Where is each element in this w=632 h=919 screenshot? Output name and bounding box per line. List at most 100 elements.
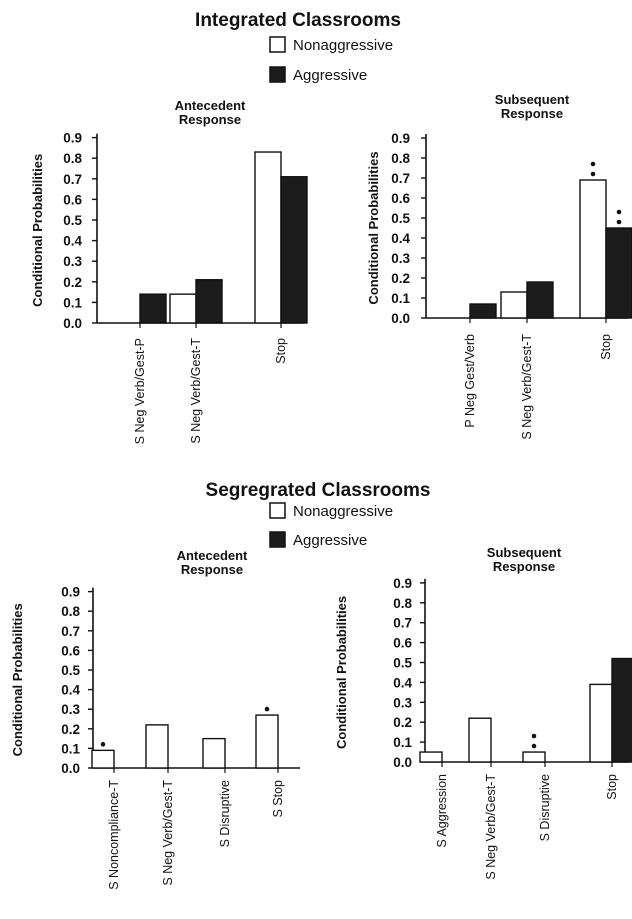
chart-1-y-tick-label: 0.2	[391, 271, 410, 286]
chart-3-category-label: S Aggression	[435, 774, 449, 848]
chart-2-y-axis-label: Conditional Probabilities	[10, 603, 25, 756]
chart-1-title-line-1: Response	[501, 106, 563, 121]
chart-1-y-tick-label: 0.9	[391, 131, 410, 146]
chart-1-title-line-0: Subsequent	[495, 92, 570, 107]
chart-2-bar-nonaggressive	[202, 737, 226, 769]
chart-1-bar-nonaggressive	[500, 291, 528, 319]
chart-2-y-tick-label: 0.9	[61, 585, 80, 600]
section-title-integrated: Integrated Classrooms	[195, 10, 401, 31]
legend-label-aggressive: Aggressive	[293, 67, 367, 84]
chart-0-y-tick-label: 0.1	[63, 295, 82, 310]
chart-0-category-label: S Neg Verb/Gest-P	[133, 338, 147, 444]
chart-3-bar-nonaggressive	[468, 717, 492, 763]
chart-0-y-axis-label: Conditional Probabilities	[30, 154, 45, 307]
chart-1-category-label: S Neg Verb/Gest-T	[520, 334, 534, 440]
chart-3-bar-nonaggressive	[522, 751, 546, 763]
chart-0-category-label: Stop	[274, 338, 288, 364]
chart-1-y-tick-label: 0.4	[391, 231, 410, 246]
chart-3-significance-marker	[531, 743, 537, 749]
chart-1-y-tick-label: 0.7	[391, 171, 410, 186]
chart-2-title-line-0: Antecedent	[177, 548, 248, 563]
chart-3-bar-aggressive	[611, 657, 632, 763]
chart-2-bar-nonaggressive	[91, 749, 115, 769]
chart-3-y-tick-label: 0.6	[393, 636, 412, 651]
chart-1-significance-marker	[616, 219, 622, 225]
chart-3-y-tick-label: 0.5	[393, 656, 412, 671]
chart-3-title-line-0: Subsequent	[487, 545, 562, 560]
chart-2-category-label: S Noncompliance-T	[107, 780, 121, 890]
chart-2-y-tick-label: 0.3	[61, 702, 80, 717]
chart-2-category-label: S Stop	[271, 780, 285, 818]
chart-2-category-label: S Neg Verb/Gest-T	[161, 780, 175, 886]
chart-0-category-label: S Neg Verb/Gest-T	[189, 338, 203, 444]
chart-1-significance-marker	[590, 161, 596, 167]
chart-3-y-tick-label: 0.9	[393, 576, 412, 591]
legend-swatch-nonaggressive-2	[269, 502, 286, 519]
chart-1-bar-nonaggressive	[579, 179, 607, 319]
chart-0-y-tick-label: 0.3	[63, 254, 82, 269]
chart-3-y-tick-label: 0.1	[393, 735, 412, 750]
chart-2-significance-marker	[100, 742, 106, 747]
chart-2-y-tick-label: 0.4	[61, 683, 80, 698]
chart-0-y-tick-label: 0.2	[63, 275, 82, 290]
chart-0-bar-aggressive	[139, 293, 167, 324]
chart-3-y-tick-label: 0.3	[393, 695, 412, 710]
legend-label-nonaggressive: Nonaggressive	[293, 37, 393, 54]
chart-0-bar-aggressive	[280, 176, 308, 324]
chart-2-y-tick-label: 0.2	[61, 722, 80, 737]
chart-2-y-tick-label: 0.5	[61, 663, 80, 678]
chart-3-y-axis-label: Conditional Probabilities	[334, 596, 349, 749]
chart-3-y-tick-label: 0.8	[393, 596, 412, 611]
chart-3-title-line-1: Response	[493, 559, 555, 574]
section-title-segregated: Segregrated Classrooms	[206, 480, 431, 501]
chart-0-y-tick-label: 0.6	[63, 192, 82, 207]
legend-label-aggressive-2: Aggressive	[293, 532, 367, 549]
chart-1-significance-marker	[616, 209, 622, 215]
chart-0-y-tick-label: 0.8	[63, 151, 82, 166]
chart-0-y-tick-label: 0.5	[63, 213, 82, 228]
chart-2-title-line-1: Response	[181, 562, 243, 577]
chart-1-bar-aggressive	[605, 227, 632, 319]
chart-0-bar-nonaggressive	[169, 293, 197, 324]
chart-3-significance-marker	[531, 733, 537, 739]
chart-0-bar-nonaggressive	[254, 151, 282, 324]
chart-0-title-line-1: Response	[179, 112, 241, 127]
chart-1-y-axis-label: Conditional Probabilities	[366, 151, 381, 304]
chart-0-y-tick-label: 0.9	[63, 131, 82, 146]
chart-3-y-tick-label: 0.2	[393, 715, 412, 730]
chart-3-bar-nonaggressive	[589, 683, 613, 763]
chart-2-significance-marker	[264, 706, 270, 712]
legend-label-nonaggressive-2: Nonaggressive	[293, 503, 393, 520]
chart-1-y-tick-label: 0.0	[391, 311, 410, 326]
chart-1-y-tick-label: 0.3	[391, 251, 410, 266]
chart-2-y-tick-label: 0.1	[61, 741, 80, 756]
chart-0-bar-aggressive	[195, 279, 223, 324]
chart-0-y-tick-label: 0.7	[63, 172, 82, 187]
chart-3-y-tick-label: 0.0	[393, 755, 412, 770]
chart-3-y-tick-label: 0.4	[393, 675, 412, 690]
chart-3-y-tick-label: 0.7	[393, 616, 412, 631]
chart-1-category-label: Stop	[599, 334, 613, 360]
chart-1-y-tick-label: 0.5	[391, 211, 410, 226]
legend-swatch-nonaggressive	[269, 36, 286, 53]
chart-2-y-tick-label: 0.7	[61, 624, 80, 639]
chart-1-bar-aggressive	[469, 303, 497, 319]
chart-1-category-label: P Neg Gest/Verb	[463, 334, 477, 428]
chart-2-category-label: S Disruptive	[218, 780, 232, 847]
chart-1-y-tick-label: 0.1	[391, 291, 410, 306]
chart-2-bar-nonaggressive	[145, 724, 169, 769]
chart-0-y-tick-label: 0.0	[63, 316, 82, 331]
chart-3-category-label: S Neg Verb/Gest-T	[484, 774, 498, 880]
chart-0-title-line-0: Antecedent	[175, 98, 246, 113]
legend-swatch-aggressive-2	[269, 531, 286, 548]
chart-2-y-tick-label: 0.0	[61, 761, 80, 776]
chart-1-y-tick-label: 0.6	[391, 191, 410, 206]
chart-3-category-label: S Disruptive	[538, 774, 552, 841]
chart-3-bar-nonaggressive	[419, 751, 443, 763]
chart-2-y-tick-label: 0.6	[61, 643, 80, 658]
chart-1-significance-marker	[590, 171, 596, 177]
chart-1-y-tick-label: 0.8	[391, 151, 410, 166]
chart-0-y-tick-label: 0.4	[63, 234, 82, 249]
chart-1-bar-aggressive	[526, 281, 554, 319]
